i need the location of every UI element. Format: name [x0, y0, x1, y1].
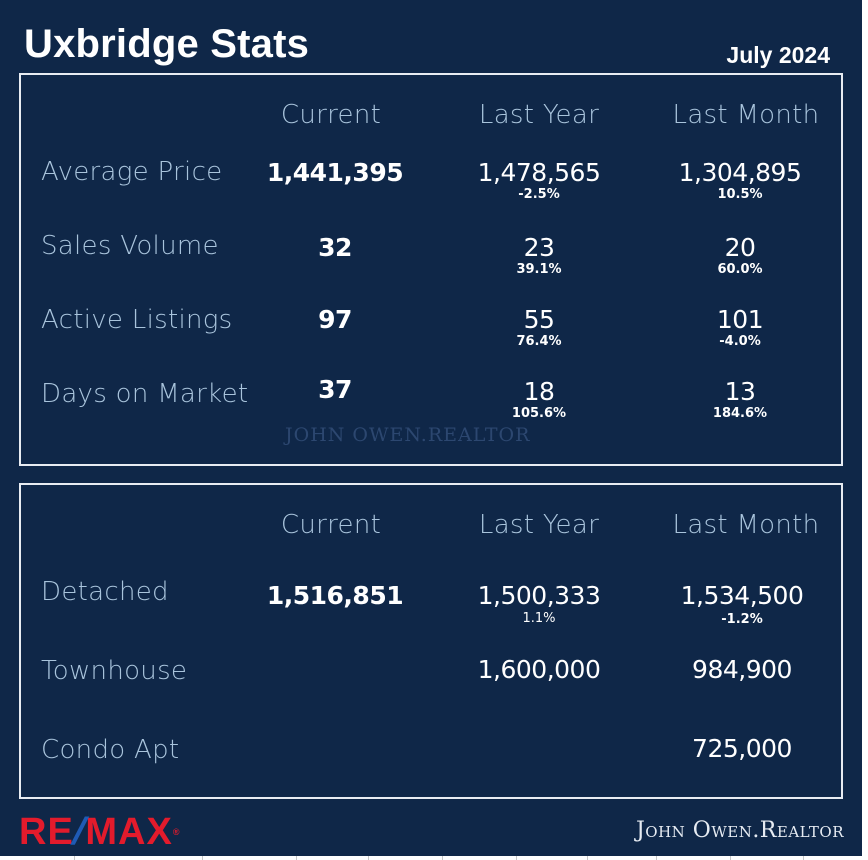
divider — [656, 856, 657, 860]
divider — [368, 856, 369, 860]
sales-volume-last-month-change: 60.0% — [717, 262, 763, 277]
sales-volume-last-month: 20 — [724, 233, 756, 262]
sales-volume-last-year: 23 — [523, 233, 555, 262]
townhouse-last-month: 984,900 — [692, 655, 792, 684]
divider — [516, 856, 517, 860]
row-label-days-on-market: Days on Market — [41, 379, 249, 409]
remax-logo: RE/MAX® — [19, 811, 181, 853]
active-listings-last-month: 101 — [716, 305, 764, 334]
column-header-last-year: Last Year — [478, 510, 600, 540]
days-on-market-last-year: 18 — [523, 377, 555, 406]
detached-last-year-change: 1.1% — [522, 611, 556, 626]
sales-volume-last-year-change: 39.1% — [516, 262, 562, 277]
active-listings-last-year: 55 — [523, 305, 555, 334]
remax-logo-re: RE — [19, 811, 74, 853]
detached-current: 1,516,851 — [266, 581, 404, 610]
average-price-last-month: 1,304,895 — [678, 158, 802, 187]
townhouse-last-year: 1,600,000 — [477, 655, 601, 684]
registered-mark: ® — [172, 827, 181, 837]
row-label-average-price: Average Price — [41, 157, 223, 187]
sales-volume-current: 32 — [318, 233, 352, 262]
page-title: Uxbridge Stats — [24, 22, 310, 66]
active-listings-current: 97 — [318, 305, 352, 334]
column-header-last-month: Last Month — [672, 510, 820, 540]
column-header-last-month: Last Month — [672, 100, 820, 130]
column-header-current: Current — [280, 510, 382, 540]
days-on-market-last-month: 13 — [724, 377, 756, 406]
row-label-detached: Detached — [41, 577, 169, 607]
row-label-active-listings: Active Listings — [41, 305, 233, 335]
days-on-market-current: 37 — [318, 375, 352, 404]
detached-last-month-change: -1.2% — [721, 612, 763, 627]
average-price-last-month-change: 10.5% — [717, 187, 763, 202]
average-price-last-year-change: -2.5% — [518, 187, 560, 202]
divider — [202, 856, 203, 860]
column-header-current: Current — [280, 100, 382, 130]
divider — [296, 856, 297, 860]
divider — [74, 856, 75, 860]
row-label-condo-apt: Condo Apt — [41, 735, 180, 765]
condo-apt-last-month: 725,000 — [692, 734, 792, 763]
divider — [587, 856, 588, 860]
realtor-brand-logo: John Owen.Realtor — [635, 818, 844, 843]
average-price-last-year: 1,478,565 — [477, 158, 601, 187]
active-listings-last-year-change: 76.4% — [516, 334, 562, 349]
property-types-panel: Current Last Year Last Month Detached 1,… — [19, 483, 843, 799]
divider — [442, 856, 443, 860]
bottom-strip — [0, 856, 868, 860]
detached-last-month: 1,534,500 — [680, 581, 804, 610]
row-label-townhouse: Townhouse — [41, 656, 188, 686]
average-price-current: 1,441,395 — [266, 158, 404, 187]
watermark-text: JOHN OWEN.REALTOR — [285, 424, 531, 446]
report-date: July 2024 — [726, 42, 830, 68]
detached-last-year: 1,500,333 — [477, 581, 601, 610]
remax-logo-max: MAX — [85, 811, 173, 853]
days-on-market-last-month-change: 184.6% — [712, 406, 768, 421]
market-stats-panel: Current Last Year Last Month Average Pri… — [19, 73, 843, 466]
column-header-last-year: Last Year — [478, 100, 600, 130]
divider — [730, 856, 731, 860]
active-listings-last-month-change: -4.0% — [719, 334, 761, 349]
days-on-market-last-year-change: 105.6% — [511, 406, 567, 421]
divider — [803, 856, 804, 860]
row-label-sales-volume: Sales Volume — [41, 231, 219, 261]
